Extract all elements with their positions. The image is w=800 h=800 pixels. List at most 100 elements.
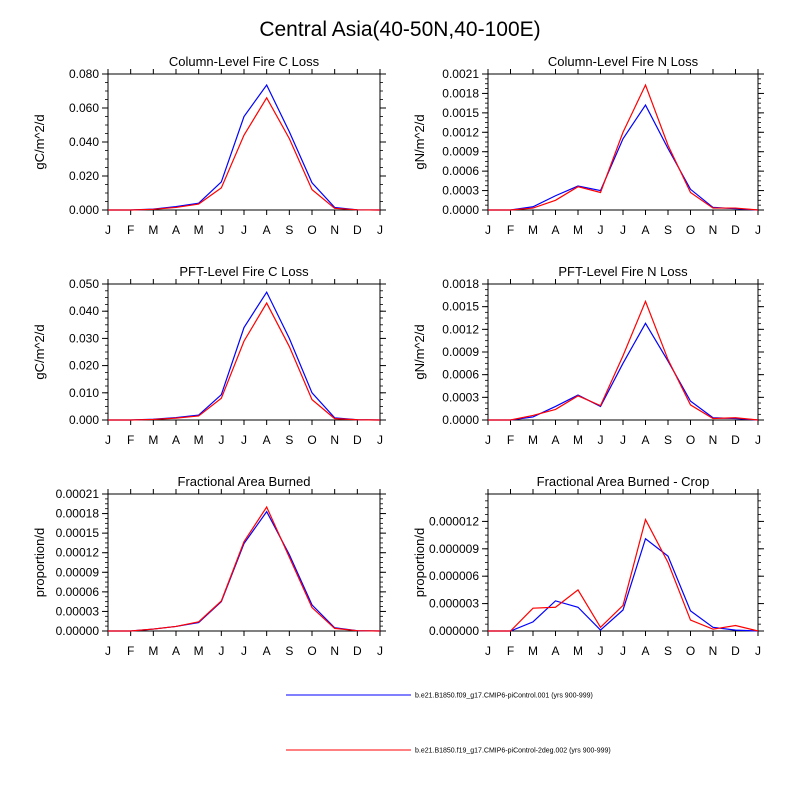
y-tick-label: 0.0021	[442, 67, 479, 81]
x-tick-label: N	[330, 223, 339, 237]
x-tick-label: M	[573, 644, 583, 658]
y-tick-label: 0.000006	[429, 569, 479, 583]
x-tick-label: S	[664, 644, 672, 658]
x-tick-label: J	[105, 644, 111, 658]
x-tick-label: J	[377, 433, 383, 447]
y-axis-label: proportion/d	[412, 528, 427, 597]
x-tick-label: D	[731, 223, 740, 237]
x-tick-label: J	[218, 223, 224, 237]
x-tick-label: M	[528, 644, 538, 658]
y-tick-label: 0.020	[69, 359, 99, 373]
y-tick-label: 0.0009	[442, 145, 479, 159]
x-tick-label: M	[194, 433, 204, 447]
y-tick-label: 0.0000	[442, 413, 479, 427]
y-tick-label: 0.040	[69, 304, 99, 318]
x-tick-label: O	[307, 644, 316, 658]
x-tick-label: J	[598, 644, 604, 658]
y-tick-label: 0.0006	[442, 164, 479, 178]
y-tick-label: 0.00003	[56, 604, 100, 618]
y-axis-label: gN/m^2/d	[412, 114, 427, 169]
y-tick-label: 0.0012	[442, 322, 479, 336]
x-tick-label: J	[241, 644, 247, 658]
series-line	[108, 290, 381, 421]
y-tick-label: 0.050	[69, 277, 99, 291]
x-tick-label: J	[485, 433, 491, 447]
plot-frame	[107, 73, 381, 211]
y-tick-label: 0.00009	[56, 565, 100, 579]
legend-label: b.e21.B1850.f09_g17.CMIP6-piControl.001 …	[415, 693, 593, 700]
x-tick-label: D	[353, 644, 362, 658]
y-tick-label: 0.00018	[56, 507, 100, 521]
y-tick-label: 0.000009	[429, 542, 479, 556]
x-tick-label: S	[664, 433, 672, 447]
series-line	[108, 510, 381, 632]
y-axis-label: gC/m^2/d	[32, 114, 47, 169]
x-tick-label: F	[507, 644, 514, 658]
x-tick-label: A	[551, 223, 559, 237]
x-tick-label: O	[686, 433, 695, 447]
panel-title: Column-Level Fire C Loss	[169, 54, 320, 69]
x-tick-label: D	[731, 644, 740, 658]
x-tick-label: A	[263, 433, 271, 447]
x-tick-label: J	[598, 433, 604, 447]
y-tick-label: 0.010	[69, 386, 99, 400]
y-tick-label: 0.0015	[442, 106, 479, 120]
series-line	[488, 83, 759, 211]
x-tick-label: S	[285, 644, 293, 658]
panel-title: PFT-Level Fire C Loss	[179, 264, 309, 279]
series-line	[488, 537, 759, 632]
y-tick-label: 0.040	[69, 135, 99, 149]
x-tick-label: J	[755, 223, 761, 237]
x-tick-label: A	[263, 223, 271, 237]
panel-title: Column-Level Fire N Loss	[548, 54, 699, 69]
x-tick-label: M	[528, 433, 538, 447]
plot-frame	[107, 493, 381, 632]
legend-label: b.e21.B1850.f19_g17.CMIP6-piControl-2deg…	[415, 748, 611, 755]
y-tick-label: 0.0003	[442, 184, 479, 198]
x-tick-label: O	[307, 433, 316, 447]
x-tick-label: A	[263, 644, 271, 658]
y-tick-label: 0.0003	[442, 390, 479, 404]
x-tick-label: N	[709, 223, 718, 237]
y-axis-label: gN/m^2/d	[412, 324, 427, 379]
panel-title: Fractional Area Burned	[178, 474, 311, 489]
x-tick-label: M	[528, 223, 538, 237]
y-tick-label: 0.000	[69, 413, 99, 427]
x-tick-label: J	[377, 223, 383, 237]
x-tick-label: N	[709, 644, 718, 658]
series-line	[488, 299, 759, 421]
y-tick-label: 0.0012	[442, 125, 479, 139]
x-tick-label: N	[709, 433, 718, 447]
y-tick-label: 0.000012	[429, 514, 479, 528]
plot-frame	[487, 73, 759, 211]
x-tick-label: J	[105, 223, 111, 237]
y-tick-label: 0.00021	[56, 487, 100, 501]
x-tick-label: J	[218, 433, 224, 447]
x-tick-label: O	[307, 223, 316, 237]
x-tick-label: J	[377, 644, 383, 658]
y-tick-label: 0.000	[69, 203, 99, 217]
y-tick-label: 0.0000	[442, 203, 479, 217]
x-tick-label: D	[731, 433, 740, 447]
x-tick-label: S	[285, 223, 293, 237]
x-tick-label: A	[641, 223, 649, 237]
y-tick-label: 0.060	[69, 101, 99, 115]
y-axis-label: gC/m^2/d	[32, 324, 47, 379]
x-tick-label: J	[755, 644, 761, 658]
series-line	[488, 103, 759, 211]
x-tick-label: A	[641, 433, 649, 447]
x-tick-label: O	[686, 223, 695, 237]
series-line	[488, 517, 759, 632]
x-tick-label: A	[172, 223, 180, 237]
figure-title: Central Asia(40-50N,40-100E)	[259, 18, 540, 41]
x-tick-label: N	[330, 433, 339, 447]
y-tick-label: 0.00000	[56, 624, 100, 638]
y-tick-label: 0.0006	[442, 368, 479, 382]
